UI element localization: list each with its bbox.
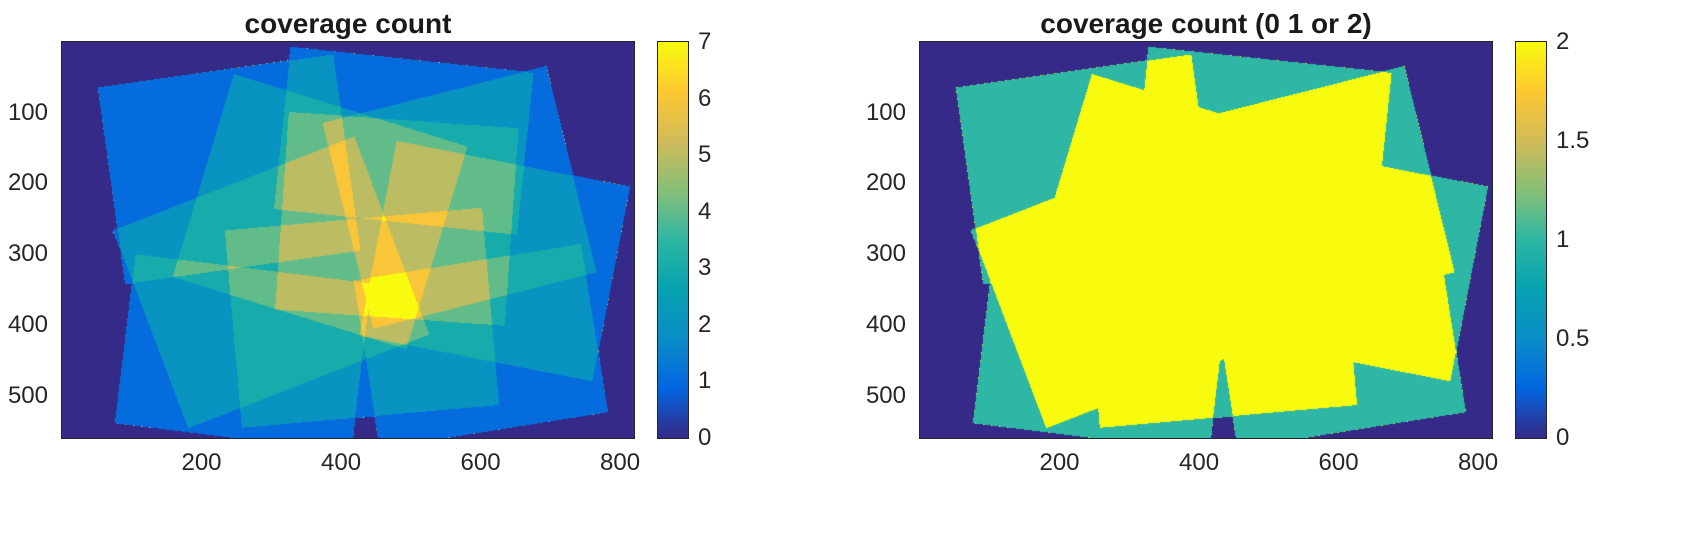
y-tick-label: 100	[865, 98, 906, 126]
y-tick-label: 200	[865, 169, 906, 197]
x-tick-label: 600	[460, 449, 501, 476]
colorbar-tick-label: 3	[698, 254, 712, 282]
colorbar-tick-label: 1	[698, 367, 712, 395]
y-tick-label: 100	[7, 98, 48, 126]
right-colorbar	[1515, 41, 1547, 439]
y-tick-label: 200	[7, 169, 48, 197]
colorbar-tick-label: 6	[698, 84, 712, 112]
y-tick-label: 300	[865, 240, 906, 268]
colorbar-tick-label: 5	[698, 141, 712, 169]
y-tick-label: 400	[865, 310, 906, 338]
y-tick-label: 500	[7, 381, 48, 409]
colorbar-tick-label: 0	[1556, 424, 1570, 451]
colorbar-tick-label: 1	[1556, 226, 1570, 253]
colorbar-tick-label: 4	[698, 197, 712, 225]
colorbar-tick-label: 1.5	[1556, 127, 1590, 154]
x-tick-label: 400	[320, 449, 362, 476]
left-colorbar	[657, 41, 689, 439]
y-tick-label: 300	[7, 240, 48, 268]
colorbar-tick-label: 2	[698, 310, 712, 338]
colorbar-tick-label: 2	[1556, 28, 1570, 55]
colorbar-tick-label: 0.5	[1556, 325, 1590, 352]
x-tick-label: 800	[1458, 449, 1499, 476]
left-heatmap-axes	[61, 41, 635, 439]
y-tick-label: 400	[7, 310, 48, 338]
colorbar-tick-label: 7	[698, 28, 712, 55]
x-tick-label: 600	[1318, 449, 1359, 476]
x-tick-label: 200	[181, 449, 222, 476]
y-tick-label: 500	[865, 381, 906, 409]
colorbar-tick-label: 0	[698, 424, 712, 451]
x-tick-label: 400	[1178, 449, 1220, 476]
x-tick-label: 200	[1039, 449, 1080, 476]
right-plot-title: coverage count (0 1 or 2)	[1040, 8, 1372, 39]
left-plot-title: coverage count	[244, 8, 452, 39]
x-tick-label: 800	[600, 449, 641, 476]
right-heatmap-axes	[919, 41, 1493, 439]
